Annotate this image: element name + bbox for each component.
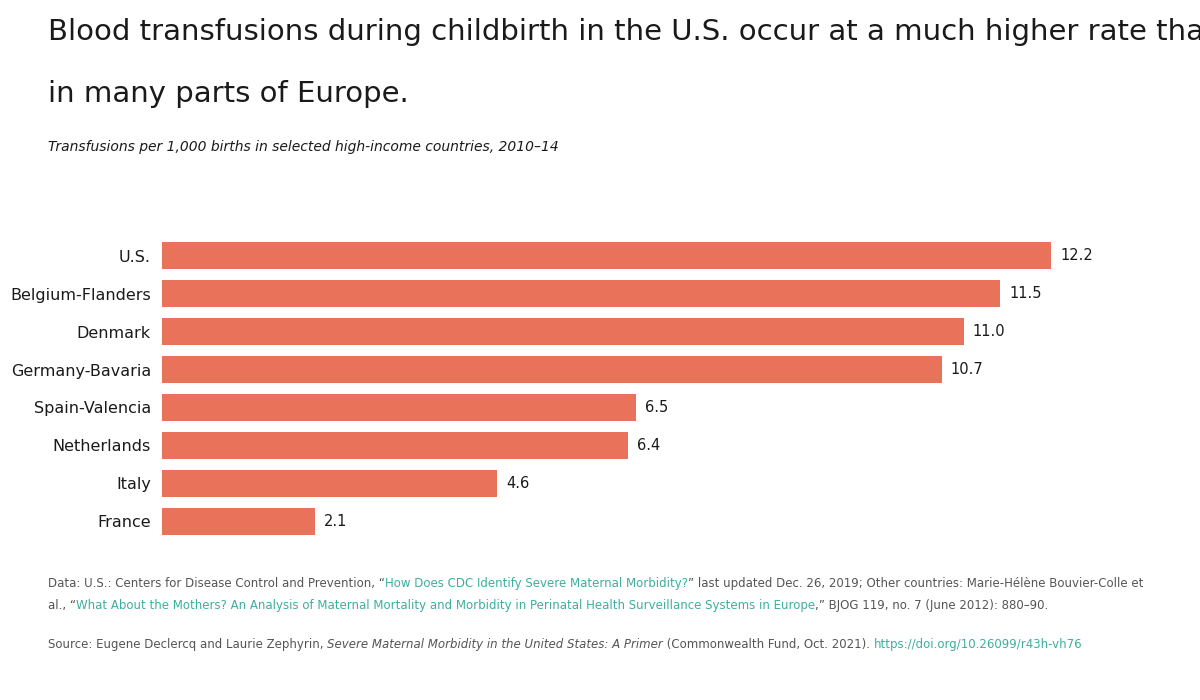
Text: What About the Mothers? An Analysis of Maternal Mortality and Morbidity in Perin: What About the Mothers? An Analysis of M… <box>76 598 815 612</box>
Text: Data: U.S.: Centers for Disease Control and Prevention, “: Data: U.S.: Centers for Disease Control … <box>48 578 385 591</box>
Text: 6.5: 6.5 <box>644 400 667 415</box>
Text: How Does CDC Identify Severe Maternal Morbidity?: How Does CDC Identify Severe Maternal Mo… <box>385 578 688 591</box>
Text: 12.2: 12.2 <box>1060 248 1093 263</box>
Bar <box>162 318 964 345</box>
Text: 6.4: 6.4 <box>637 438 660 453</box>
Text: 10.7: 10.7 <box>950 362 984 377</box>
Text: Blood transfusions during childbirth in the U.S. occur at a much higher rate tha: Blood transfusions during childbirth in … <box>48 18 1200 46</box>
Bar <box>162 394 636 421</box>
Text: 11.0: 11.0 <box>972 324 1006 339</box>
Text: Source: Eugene Declercq and Laurie Zephyrin,: Source: Eugene Declercq and Laurie Zephy… <box>48 638 328 652</box>
Text: ,” BJOG 119, no. 7 (June 2012): 880–90.: ,” BJOG 119, no. 7 (June 2012): 880–90. <box>815 598 1049 612</box>
Text: Severe Maternal Morbidity in the United States: A Primer: Severe Maternal Morbidity in the United … <box>328 638 662 652</box>
Text: 4.6: 4.6 <box>506 476 529 491</box>
Text: 11.5: 11.5 <box>1009 286 1042 301</box>
Text: 2.1: 2.1 <box>324 514 347 528</box>
Bar <box>162 356 942 383</box>
Text: al., “: al., “ <box>48 598 76 612</box>
Text: (Commonwealth Fund, Oct. 2021).: (Commonwealth Fund, Oct. 2021). <box>662 638 874 652</box>
Bar <box>162 470 497 497</box>
Bar <box>162 280 1001 307</box>
Text: Transfusions per 1,000 births in selected high-income countries, 2010–14: Transfusions per 1,000 births in selecte… <box>48 140 559 154</box>
Bar <box>162 432 629 459</box>
Bar <box>162 508 316 535</box>
Text: ” last updated Dec. 26, 2019; Other countries: Marie-Hélène Bouvier-Colle et: ” last updated Dec. 26, 2019; Other coun… <box>688 578 1144 591</box>
Text: in many parts of Europe.: in many parts of Europe. <box>48 80 409 108</box>
Text: https://doi.org/10.26099/r43h-vh76: https://doi.org/10.26099/r43h-vh76 <box>874 638 1082 652</box>
Bar <box>162 242 1051 270</box>
